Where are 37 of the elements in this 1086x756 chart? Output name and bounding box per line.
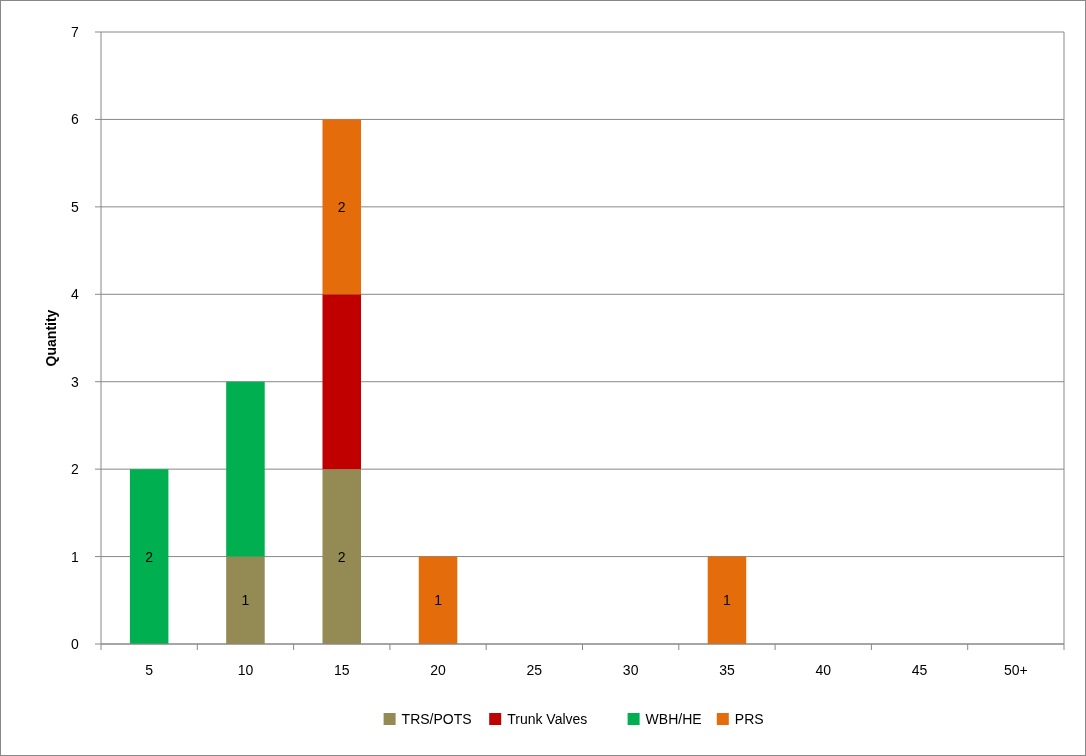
data-label: 2: [337, 198, 346, 215]
data-label: 1: [434, 592, 443, 609]
x-tick-label: 30: [622, 662, 639, 678]
x-tick-label: 35: [719, 662, 735, 678]
x-tick-label: 5: [145, 662, 154, 678]
y-tick-label: 6: [71, 111, 80, 128]
y-tick-label: 2: [71, 461, 80, 478]
data-label: 2: [145, 548, 154, 565]
bar: [322, 469, 362, 644]
data-label: 1: [723, 592, 732, 609]
bar: [226, 556, 265, 644]
x-tick-label: 50+: [1003, 662, 1028, 678]
x-tick-label: 10: [237, 662, 254, 678]
y-tick-label: 1: [71, 548, 80, 565]
legend-label: WBH/HE: [645, 711, 702, 727]
data-label: 2: [337, 548, 346, 565]
y-tick-label: 7: [71, 24, 80, 40]
y-tick-label: 0: [71, 636, 80, 652]
y-tick-label: 3: [71, 373, 80, 390]
x-tick-label: 15: [333, 662, 350, 678]
bar: [226, 381, 265, 557]
x-tick-label: 25: [526, 662, 543, 678]
data-label: 1: [241, 592, 250, 609]
bar: [707, 556, 747, 644]
bar: [129, 469, 169, 644]
y-tick-label: 4: [71, 286, 80, 303]
bar: [322, 119, 362, 295]
x-tick-label: 20: [430, 662, 447, 678]
legend-label: TRS/POTS: [401, 711, 472, 727]
legend-label: PRS: [734, 711, 764, 727]
legend-label: Trunk Valves: [507, 711, 588, 727]
y-axis-title: Quantity: [43, 309, 59, 367]
y-tick-label: 5: [71, 198, 80, 215]
bar: [418, 556, 458, 644]
x-tick-label: 45: [911, 662, 928, 678]
x-tick-label: 40: [815, 662, 832, 678]
bar: [322, 294, 362, 470]
